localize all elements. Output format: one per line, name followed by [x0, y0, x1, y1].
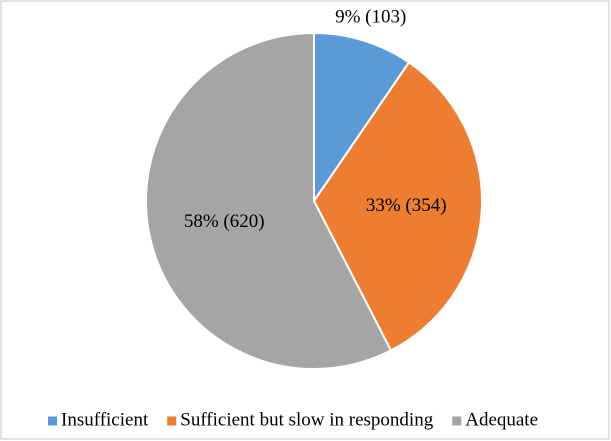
pie-slice: [145, 31, 393, 370]
legend-label: Sufficient but slow in responding: [180, 409, 433, 430]
legend-swatch: [48, 416, 57, 426]
pie-slice: [313, 31, 411, 205]
legend-swatch: [452, 416, 462, 426]
data-label: 9% (103): [335, 6, 406, 27]
pie-slice: [312, 61, 483, 352]
data-label: 33% (354): [366, 195, 447, 216]
legend-label: Insufficient: [61, 409, 149, 430]
data-label: 58% (620): [184, 211, 265, 232]
legend-swatch: [167, 416, 177, 426]
legend-label: Adequate: [465, 409, 538, 430]
